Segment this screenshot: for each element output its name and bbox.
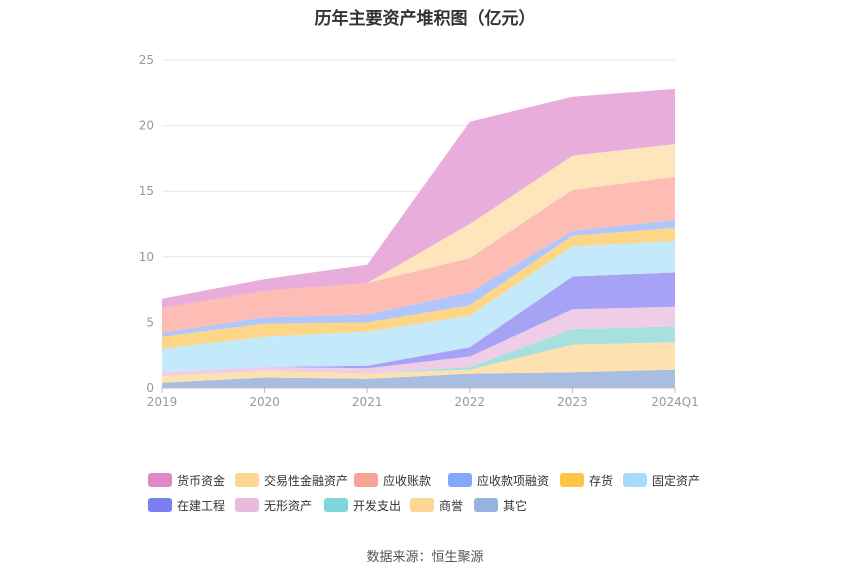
x-tick-label: 2021 [352, 395, 383, 409]
x-tick-label: 2024Q1 [651, 395, 699, 409]
area-series-在建工程 [162, 306, 675, 377]
data-source: 数据来源：恒生聚源 [366, 550, 484, 565]
chart-plot: 0 5 10 15 20 25 2019 2020 2021 2022 2023 2024Q1 [139, 53, 699, 409]
area-series-其它 [162, 369, 675, 388]
legend-item[interactable]: 开发支出 [324, 496, 401, 514]
area-series-交易性金融资产 [162, 176, 675, 333]
x-tick-label: 2022 [455, 395, 486, 409]
legend-item[interactable]: 商誉 [410, 496, 463, 514]
legend-label: 应收款项融资 [477, 473, 550, 488]
legend-item[interactable]: 无形资产 [235, 496, 312, 514]
area-series-固定资产 [162, 272, 675, 373]
legend-swatch [623, 473, 647, 487]
legend-swatch [148, 498, 172, 512]
legend-label: 固定资产 [652, 473, 701, 488]
legend-label: 应收账款 [383, 473, 432, 488]
legend-swatch [324, 498, 348, 512]
y-tick-label: 0 [146, 381, 154, 395]
axes: 0 5 10 15 20 25 2019 2020 2021 2022 2023 2024Q1 [139, 53, 699, 409]
legend-swatch [410, 498, 434, 512]
y-tick-label: 10 [139, 250, 154, 264]
legend-swatch [474, 498, 498, 512]
y-tick-label: 15 [139, 184, 154, 198]
legend-label: 无形资产 [264, 498, 313, 513]
area-series-开发支出 [162, 342, 675, 383]
y-tick-label: 20 [139, 119, 154, 133]
legend-item[interactable]: 在建工程 [148, 496, 225, 514]
area-series-其它资产 [162, 88, 675, 309]
legend-label: 存货 [589, 473, 614, 488]
legend-item[interactable]: 应收账款 [354, 471, 431, 489]
legend-swatch [148, 473, 172, 487]
legend-item[interactable]: 应收款项融资 [448, 471, 549, 489]
area-series [162, 88, 675, 388]
x-tick-label: 2020 [249, 395, 280, 409]
legend-item[interactable]: 其它 [474, 496, 527, 514]
area-series-存货 [162, 241, 675, 373]
legend-label: 开发支出 [353, 498, 402, 513]
legend-label: 商誉 [439, 498, 464, 513]
area-series-应收款项融资 [162, 227, 675, 349]
legend-swatch [235, 498, 259, 512]
area-series-无形资产 [162, 326, 675, 377]
chart-title: 历年主要资产堆积图（亿元） [314, 9, 536, 29]
area-series-货币资金 [162, 144, 675, 308]
area-series-应收账款 [162, 220, 675, 337]
legend-swatch [235, 473, 259, 487]
x-tick-label: 2023 [557, 395, 588, 409]
legend-label: 交易性金融资产 [264, 473, 349, 488]
y-tick-label: 5 [146, 315, 154, 329]
legend-label: 其它 [503, 498, 528, 513]
legend-swatch [560, 473, 584, 487]
y-tick-label: 25 [139, 53, 154, 67]
legend-item[interactable]: 存货 [560, 471, 613, 489]
x-tick-label: 2019 [147, 395, 178, 409]
legend-item[interactable]: 货币资金 [148, 471, 225, 489]
legend-item[interactable]: 固定资产 [623, 471, 700, 489]
legend-label: 货币资金 [177, 473, 226, 488]
legend-swatch [448, 473, 472, 487]
legend-label: 在建工程 [177, 498, 226, 513]
legend-item[interactable]: 交易性金融资产 [235, 471, 348, 489]
legend-swatch [354, 473, 378, 487]
